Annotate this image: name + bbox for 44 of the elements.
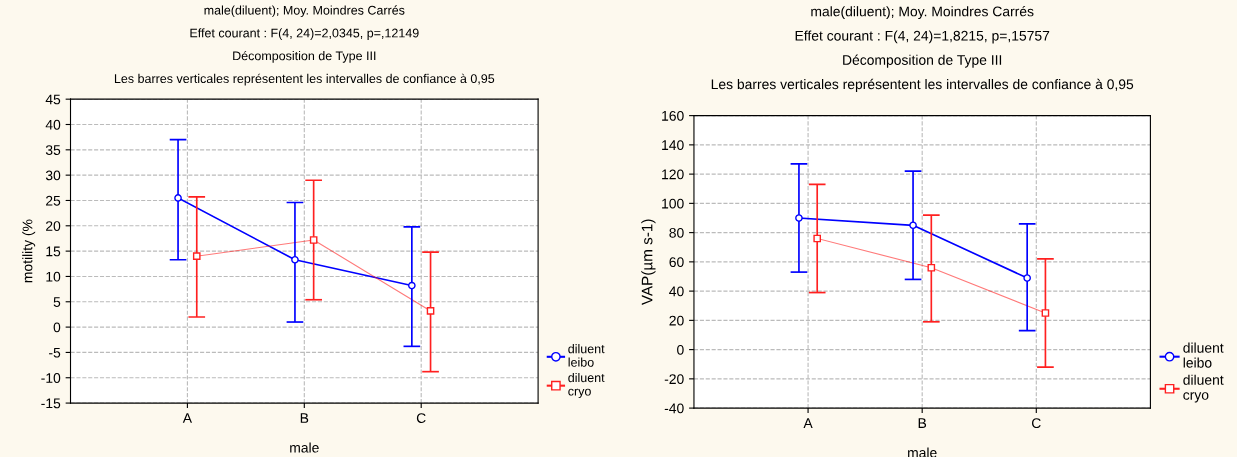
y-tick-label: 20 (46, 221, 61, 231)
text: Décomposition de Type III (843, 54, 1002, 68)
chart-title: male(diluent); Moy. Moindres Carrés (204, 5, 405, 18)
y-tick-label: -5 (49, 347, 61, 358)
chart-subtitle: Effet courant : F(4, 24)=1,8215, p=,15757 (795, 30, 1050, 44)
y-tick-label: 160 (662, 110, 684, 121)
y-tick-label: -15 (41, 398, 61, 409)
y-tick-label: 0 (677, 344, 684, 355)
y-tick-label: 40 (669, 286, 684, 297)
y-tick-label: 100 (662, 198, 684, 209)
y-tick-label: 15 (46, 246, 61, 257)
y-tick-label: 5 (53, 297, 61, 307)
chart-subtitle: Effet courant : F(4, 24)=2,0345, p=,12149 (190, 28, 419, 40)
y-tick-label: 40 (45, 119, 61, 130)
x-tick-label: A (803, 418, 813, 428)
y-tick-label: 25 (46, 195, 61, 206)
y-axis-title: VAP(µm s-1) (641, 219, 656, 306)
y-axis-title: motility (% (22, 219, 36, 283)
chart-title: male(diluent); Moy. Moindres Carrés (811, 5, 1034, 20)
x-tick-label: A (182, 413, 193, 423)
legend-label: diluent cryo (568, 372, 605, 399)
y-tick-label: 120 (662, 169, 684, 180)
x-axis-title: male (290, 442, 319, 453)
y-tick-label: 0 (53, 322, 61, 333)
y-tick-label: -40 (664, 403, 684, 414)
y-tick-label: 45 (45, 94, 61, 105)
text: Les barres verticales représentent les intervalles de confiance à 0,95 (711, 78, 1134, 92)
text: Décomposition de Type III (233, 50, 376, 63)
y-tick-label: 20 (669, 315, 684, 326)
y-tick-label: 35 (45, 145, 61, 155)
y-tick-label: 80 (669, 227, 684, 238)
x-tick-label: C (1031, 418, 1041, 429)
y-tick-label: 10 (46, 271, 61, 282)
x-tick-label: B (918, 418, 927, 428)
y-tick-label: 30 (45, 170, 61, 181)
y-tick-label: -10 (41, 373, 61, 383)
y-tick-label: 60 (669, 257, 684, 268)
x-tick-label: C (416, 413, 426, 423)
text: Les barres verticales représentent les intervalles de confiance à 0,95 (114, 73, 495, 86)
y-tick-label: -20 (664, 374, 684, 385)
y-tick-label: 140 (662, 140, 684, 151)
legend-label: diluent cryo (1183, 374, 1224, 403)
x-axis-title: male (908, 447, 937, 457)
x-tick-label: B (300, 413, 309, 423)
